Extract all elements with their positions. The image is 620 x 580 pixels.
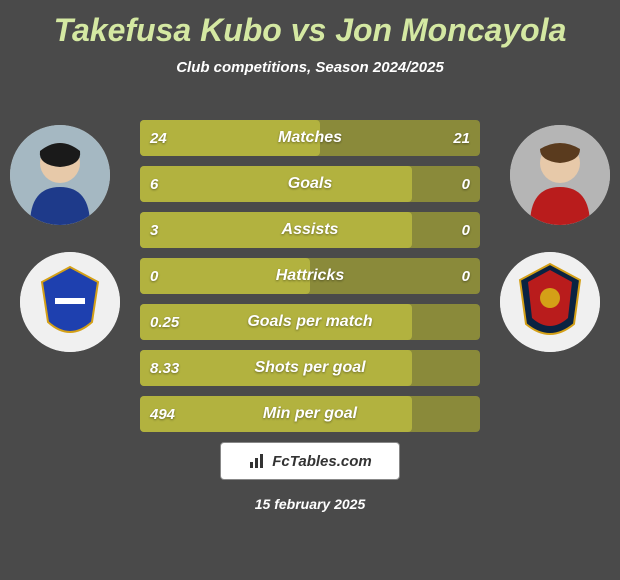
stat-row: 24Matches21 xyxy=(140,120,480,156)
player-right-avatar xyxy=(510,125,610,225)
stat-bars: 24Matches21 6Goals0 3Assists0 0Hattricks0 0.… xyxy=(140,120,480,442)
bar-fill xyxy=(140,212,412,248)
stat-row: 0Hattricks0 xyxy=(140,258,480,294)
brand-text: FcTables.com xyxy=(272,453,371,470)
player-left-avatar xyxy=(10,125,110,225)
chart-icon xyxy=(248,452,266,470)
stat-row: 6Goals0 xyxy=(140,166,480,202)
bar-fill xyxy=(140,166,412,202)
bar-fill xyxy=(140,120,320,156)
subtitle: Club competitions, Season 2024/2025 xyxy=(0,59,620,76)
page-title: Takefusa Kubo vs Jon Moncayola xyxy=(0,0,620,49)
bar-fill xyxy=(140,396,412,432)
bar-fill xyxy=(140,304,412,340)
stat-row: 494Min per goal xyxy=(140,396,480,432)
stat-row: 3Assists0 xyxy=(140,212,480,248)
date-text: 15 february 2025 xyxy=(0,496,620,512)
stat-row: 0.25Goals per match xyxy=(140,304,480,340)
bar-fill xyxy=(140,350,412,386)
brand-badge: FcTables.com xyxy=(220,442,400,480)
stat-row: 8.33Shots per goal xyxy=(140,350,480,386)
club-left-logo xyxy=(20,252,120,352)
club-right-logo xyxy=(500,252,600,352)
bar-fill xyxy=(140,258,310,294)
